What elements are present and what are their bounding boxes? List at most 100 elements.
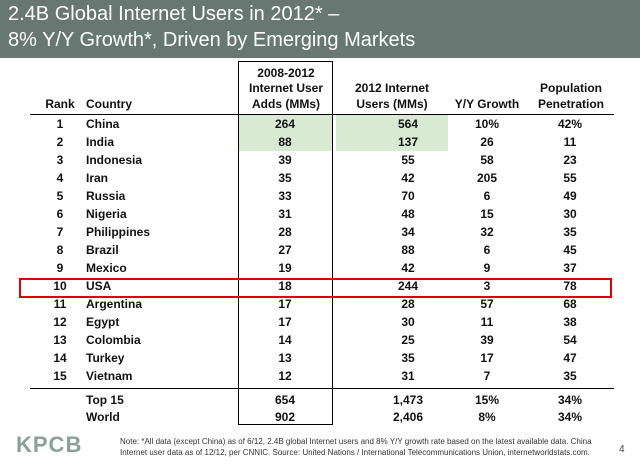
rank-cell: 1: [56, 117, 64, 131]
totals-divider: [30, 388, 614, 389]
adds-cell: 14: [278, 333, 292, 347]
highlight-china-india-users: [336, 115, 448, 151]
yoy-cell: 6: [483, 189, 491, 203]
table-row: 2 India 88 137 26 11: [0, 133, 640, 151]
header-pop-line-2: Penetration: [537, 97, 604, 111]
adds-cell: 35: [278, 171, 292, 185]
totals-label-cell: Top 15: [86, 393, 124, 407]
country-cell: Nigeria: [86, 207, 127, 221]
rank-cell: 11: [53, 297, 67, 311]
users-cell: 42: [401, 171, 415, 185]
country-cell: India: [86, 135, 115, 149]
users-cell: 55: [401, 153, 415, 167]
country-cell: Colombia: [86, 333, 141, 347]
country-cell: Philippines: [86, 225, 151, 239]
rank-cell: 7: [56, 225, 64, 239]
header-adds-line-3: Adds (MMs): [252, 97, 320, 111]
totals-users-cell: 2,406: [392, 410, 424, 424]
adds-column-outline: [238, 61, 333, 425]
table-row: 9 Mexico 19 42 9 37: [0, 259, 640, 277]
header-country: Country: [86, 97, 132, 111]
totals-users-cell: 1,473: [392, 393, 424, 407]
rank-cell: 13: [53, 333, 67, 347]
country-cell: Turkey: [86, 351, 125, 365]
totals-row: World 902 2,406 8% 34%: [0, 408, 640, 426]
adds-cell: 39: [278, 153, 292, 167]
highlight-china-india-adds: [239, 115, 332, 151]
yoy-cell: 26: [480, 135, 494, 149]
pop-cell: 23: [563, 153, 577, 167]
totals-row: Top 15 654 1,473 15% 34%: [0, 391, 640, 409]
totals-adds-cell: 902: [274, 410, 296, 424]
rank-cell: 9: [56, 261, 64, 275]
adds-cell: 19: [278, 261, 292, 275]
rank-cell: 15: [53, 369, 67, 383]
yoy-cell: 10%: [474, 117, 500, 131]
pop-cell: 35: [563, 369, 577, 383]
users-cell: 137: [397, 135, 419, 149]
rank-cell: 10: [53, 279, 67, 293]
yoy-cell: 39: [480, 333, 494, 347]
totals-label-cell: World: [86, 410, 120, 424]
users-cell: 28: [401, 297, 415, 311]
yoy-cell: 32: [480, 225, 494, 239]
adds-cell: 88: [278, 135, 292, 149]
header-yoy: Y/Y Growth: [454, 97, 520, 111]
adds-cell: 17: [278, 315, 292, 329]
users-cell: 244: [397, 279, 419, 293]
country-cell: Egypt: [86, 315, 120, 329]
country-cell: USA: [86, 279, 112, 293]
pop-cell: 68: [563, 297, 577, 311]
users-cell: 564: [397, 117, 419, 131]
pop-cell: 38: [563, 315, 577, 329]
rank-cell: 12: [53, 315, 67, 329]
header-adds-line-2: Internet User: [248, 81, 324, 95]
header-users-line-1: 2012 Internet: [354, 81, 430, 95]
yoy-cell: 6: [483, 243, 491, 257]
table-row: 6 Nigeria 31 48 15 30: [0, 205, 640, 223]
users-cell: 31: [401, 369, 415, 383]
adds-cell: 17: [278, 297, 292, 311]
country-cell: China: [86, 117, 120, 131]
page-title-line-1: 2.4B Global Internet Users in 2012* –: [8, 3, 340, 25]
pop-cell: 55: [563, 171, 577, 185]
table-row: 4 Iran 35 42 205 55: [0, 169, 640, 187]
header-divider: [30, 114, 614, 115]
users-cell: 42: [401, 261, 415, 275]
users-cell: 35: [401, 351, 415, 365]
header-pop-line-1: Population: [540, 81, 602, 95]
yoy-cell: 3: [483, 279, 491, 293]
footnote: Note: *All data (except China) as of 6/1…: [120, 437, 592, 457]
yoy-cell: 7: [483, 369, 491, 383]
users-cell: 25: [401, 333, 415, 347]
yoy-cell: 58: [480, 153, 494, 167]
yoy-cell: 11: [480, 315, 494, 329]
adds-cell: 13: [278, 351, 292, 365]
table-row: 5 Russia 33 70 6 49: [0, 187, 640, 205]
adds-cell: 12: [278, 369, 292, 383]
table-row: 1 China 264 564 10% 42%: [0, 115, 640, 133]
pop-cell: 37: [563, 261, 577, 275]
adds-cell: 264: [274, 117, 296, 131]
page-title-line-2: 8% Y/Y Growth*, Driven by Emerging Marke…: [8, 29, 416, 51]
yoy-cell: 15: [480, 207, 494, 221]
rank-cell: 6: [56, 207, 64, 221]
table-row: 8 Brazil 27 88 6 45: [0, 241, 640, 259]
table-row: 3 Indonesia 39 55 58 23: [0, 151, 640, 169]
adds-cell: 28: [278, 225, 292, 239]
rank-cell: 8: [56, 243, 64, 257]
page-number: 4: [619, 444, 625, 455]
rank-cell: 2: [56, 135, 64, 149]
yoy-cell: 9: [483, 261, 491, 275]
country-cell: Brazil: [86, 243, 119, 257]
pop-cell: 47: [563, 351, 577, 365]
totals-pop-cell: 34%: [557, 410, 583, 424]
totals-yoy-cell: 8%: [478, 410, 496, 424]
country-cell: Russia: [86, 189, 126, 203]
adds-cell: 31: [278, 207, 292, 221]
pop-cell: 35: [563, 225, 577, 239]
adds-cell: 18: [278, 279, 292, 293]
table-row: 14 Turkey 13 35 17 47: [0, 349, 640, 367]
pop-cell: 45: [563, 243, 577, 257]
yoy-cell: 57: [480, 297, 494, 311]
